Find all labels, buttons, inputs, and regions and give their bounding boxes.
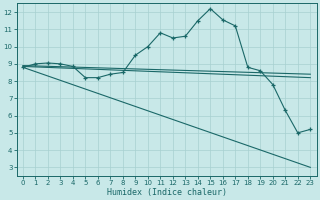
X-axis label: Humidex (Indice chaleur): Humidex (Indice chaleur) xyxy=(107,188,227,197)
